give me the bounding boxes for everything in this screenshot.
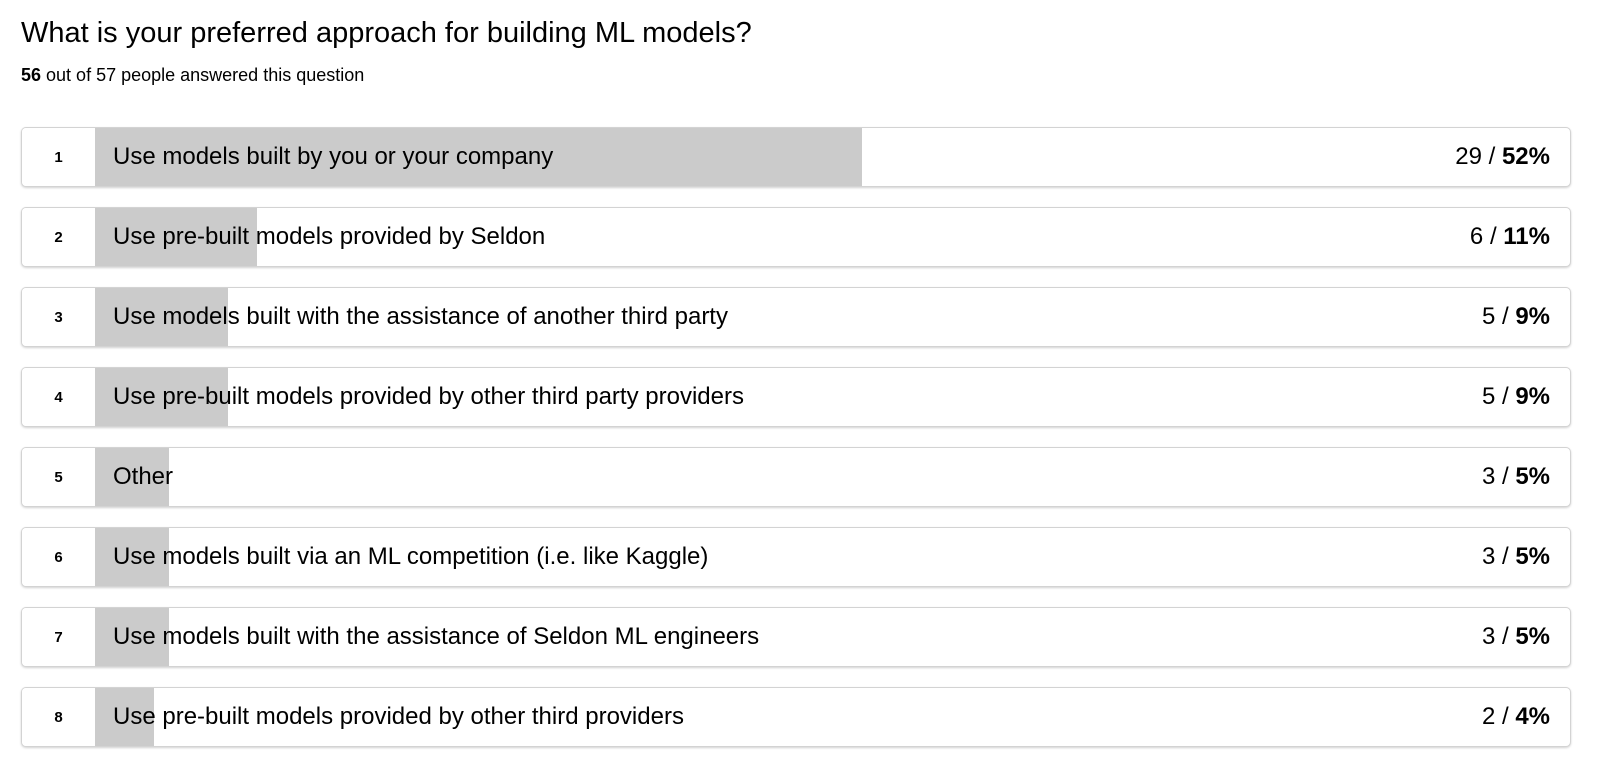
result-bar — [95, 528, 169, 586]
result-percent: 5% — [1515, 463, 1550, 490]
result-row: 5 Other 3 / 5% — [21, 447, 1571, 507]
result-rank: 4 — [22, 368, 95, 426]
response-summary: 56 out of 57 people answered this questi… — [21, 65, 1571, 86]
result-count: 3 / — [1481, 543, 1516, 570]
result-rank: 1 — [22, 128, 95, 186]
result-percent: 5% — [1515, 543, 1550, 570]
result-count: 3 / — [1481, 463, 1516, 490]
result-percent: 5% — [1515, 623, 1550, 650]
result-rank: 3 — [22, 288, 95, 346]
result-value: 2 / 4% — [1482, 688, 1550, 746]
result-bar-track: Use models built via an ML competition (… — [95, 528, 1570, 586]
result-row: 7 Use models built with the assistance o… — [21, 607, 1571, 667]
result-rank: 8 — [22, 688, 95, 746]
result-bar — [95, 368, 228, 426]
result-count: 5 / — [1481, 383, 1516, 410]
result-value: 3 / 5% — [1482, 608, 1550, 666]
result-bar — [95, 128, 862, 186]
result-rank: 6 — [22, 528, 95, 586]
result-value: 3 / 5% — [1482, 528, 1550, 586]
result-percent: 11% — [1503, 223, 1550, 250]
result-row: 6 Use models built via an ML competition… — [21, 527, 1571, 587]
result-value: 29 / 52% — [1455, 128, 1550, 186]
result-bar — [95, 608, 169, 666]
result-bar — [95, 688, 154, 746]
result-count: 3 / — [1481, 623, 1516, 650]
result-bar-track: Use pre-built models provided by other t… — [95, 368, 1570, 426]
result-label: Other — [113, 463, 174, 490]
result-bar-track: Use models built with the assistance of … — [95, 288, 1570, 346]
result-value: 5 / 9% — [1482, 368, 1550, 426]
result-label: Use models built via an ML competition (… — [113, 543, 709, 570]
result-label: Use pre-built models provided by other t… — [113, 703, 684, 730]
result-row: 1 Use models built by you or your compan… — [21, 127, 1571, 187]
survey-results-panel: What is your preferred approach for buil… — [21, 17, 1571, 747]
result-value: 3 / 5% — [1482, 448, 1550, 506]
result-percent: 4% — [1515, 703, 1550, 730]
result-rank: 2 — [22, 208, 95, 266]
response-summary-count: 56 — [21, 65, 42, 85]
result-rank: 5 — [22, 448, 95, 506]
result-bar — [95, 288, 228, 346]
result-label: Use models built by you or your company — [113, 143, 554, 170]
result-label: Use pre-built models provided by Seldon — [113, 223, 546, 250]
result-label: Use models built with the assistance of … — [113, 623, 760, 650]
result-count: 29 / — [1455, 143, 1502, 170]
result-bar-track: Use pre-built models provided by Seldon … — [95, 208, 1570, 266]
result-bar-track: Use models built with the assistance of … — [95, 608, 1570, 666]
result-row: 2 Use pre-built models provided by Seldo… — [21, 207, 1571, 267]
result-bar-track: Use pre-built models provided by other t… — [95, 688, 1570, 746]
result-row: 3 Use models built with the assistance o… — [21, 287, 1571, 347]
result-percent: 9% — [1515, 383, 1550, 410]
result-count: 6 / — [1469, 223, 1504, 250]
result-bar — [95, 448, 169, 506]
result-row: 4 Use pre-built models provided by other… — [21, 367, 1571, 427]
result-value: 6 / 11% — [1470, 208, 1550, 266]
results-list: 1 Use models built by you or your compan… — [21, 127, 1571, 747]
result-bar-track: Use models built by you or your company … — [95, 128, 1570, 186]
result-percent: 52% — [1501, 143, 1550, 170]
result-bar — [95, 208, 258, 266]
result-row: 8 Use pre-built models provided by other… — [21, 687, 1571, 747]
result-label: Use pre-built models provided by other t… — [113, 383, 744, 410]
response-summary-text: out of 57 people answered this question — [41, 65, 365, 85]
result-count: 2 / — [1481, 703, 1516, 730]
result-label: Use models built with the assistance of … — [113, 303, 728, 330]
result-bar-track: Other 3 / 5% — [95, 448, 1570, 506]
result-count: 5 / — [1481, 303, 1516, 330]
result-value: 5 / 9% — [1482, 288, 1550, 346]
result-rank: 7 — [22, 608, 95, 666]
question-title: What is your preferred approach for buil… — [21, 17, 752, 49]
result-percent: 9% — [1515, 303, 1550, 330]
